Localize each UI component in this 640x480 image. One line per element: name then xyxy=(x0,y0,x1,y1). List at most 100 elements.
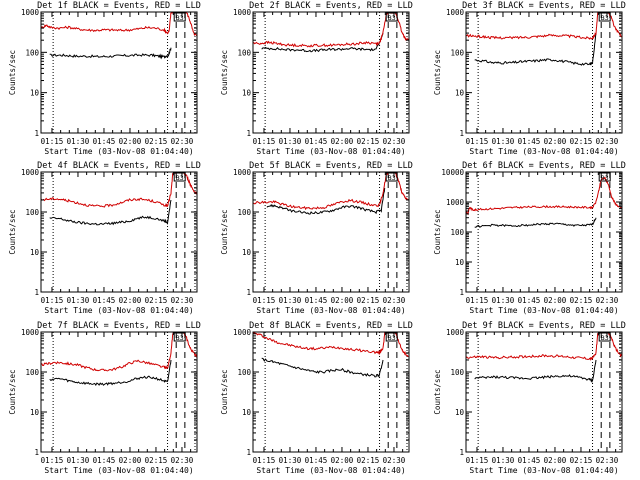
x-tick-label: 02:15 xyxy=(357,456,380,465)
b3-label: B3 xyxy=(176,334,184,342)
series-line-events xyxy=(474,217,597,228)
y-tick-label: 100 xyxy=(450,48,464,57)
x-tick-label: 01:45 xyxy=(518,137,541,146)
y-tick-label: 1000 xyxy=(21,8,40,17)
y-tick-label: 1000 xyxy=(446,328,465,337)
x-tick-label: 01:15 xyxy=(41,137,64,146)
x-tick-label: 01:45 xyxy=(93,137,116,146)
y-axis-label: Counts/sec xyxy=(220,50,229,95)
x-tick-label: 01:15 xyxy=(466,456,489,465)
series-line-lld xyxy=(252,12,410,48)
b3-box xyxy=(385,332,398,342)
y-tick-label: 1000 xyxy=(233,328,252,337)
plot-frame xyxy=(40,331,198,453)
chart-panel-6: Det 6f BLACK = Events, RED = LLD B3 1 10 100… xyxy=(433,161,626,315)
series-line-events xyxy=(266,187,386,215)
x-tick-label: 01:30 xyxy=(279,137,302,146)
y-tick-label: 1 xyxy=(34,448,39,457)
x-tick-label: 02:30 xyxy=(171,456,194,465)
x-tick-label: 02:00 xyxy=(331,137,354,146)
x-tick-label: 02:30 xyxy=(596,137,619,146)
y-axis-label: Counts/sec xyxy=(433,209,442,254)
chart-title: Det 5f BLACK = Events, RED = LLD xyxy=(249,161,413,171)
y-tick-label: 100 xyxy=(450,228,464,237)
y-axis-label: Counts/sec xyxy=(220,369,229,414)
plot-frame xyxy=(40,171,198,293)
y-tick-label: 10 xyxy=(455,89,465,98)
x-tick-label: 01:45 xyxy=(518,456,541,465)
x-tick-label: 02:00 xyxy=(544,456,567,465)
x-tick-label: 02:15 xyxy=(145,296,168,305)
x-tick-label: 01:30 xyxy=(67,296,90,305)
chart-panel-8: Det 8f BLACK = Events, RED = LLD B3 1 10 100… xyxy=(220,321,413,475)
x-tick-label: 01:30 xyxy=(279,296,302,305)
b3-label: B3 xyxy=(388,334,396,342)
x-tick-label: 01:45 xyxy=(305,296,328,305)
x-axis-label: Start Time (03-Nov-08 01:04:40) xyxy=(44,306,193,315)
x-tick-label: 01:30 xyxy=(492,456,515,465)
x-tick-label: 02:00 xyxy=(119,296,142,305)
y-tick-label: 1 xyxy=(246,129,251,138)
series-line-lld xyxy=(465,331,623,361)
y-tick-label: 10 xyxy=(242,89,252,98)
series-line-events xyxy=(474,359,597,384)
b3-label: B3 xyxy=(176,174,184,182)
x-axis-label: Start Time (03-Nov-08 01:04:40) xyxy=(44,147,193,156)
y-tick-label: 1000 xyxy=(446,198,465,207)
x-tick-label: 01:45 xyxy=(93,296,116,305)
x-tick-label: 02:00 xyxy=(331,296,354,305)
series-line-lld xyxy=(40,12,198,37)
x-tick-label: 01:30 xyxy=(492,296,515,305)
x-tick-label: 01:15 xyxy=(253,456,276,465)
b3-label: B3 xyxy=(388,174,396,182)
chart-panel-4: Det 4f BLACK = Events, RED = LLD B3 1 10 100… xyxy=(8,161,201,315)
x-axis-label: Start Time (03-Nov-08 01:04:40) xyxy=(44,466,193,475)
x-tick-label: 02:15 xyxy=(357,137,380,146)
x-tick-label: 02:15 xyxy=(145,456,168,465)
chart-title: Det 8f BLACK = Events, RED = LLD xyxy=(249,321,413,331)
plot-frame xyxy=(465,331,623,453)
series-line-events xyxy=(49,199,172,226)
chart-panel-2: Det 2f BLACK = Events, RED = LLD B3 1 10 100… xyxy=(220,1,413,156)
plot-frame xyxy=(252,171,410,293)
x-axis-label: Start Time (03-Nov-08 01:04:40) xyxy=(469,306,618,315)
x-tick-label: 02:00 xyxy=(119,137,142,146)
y-tick-label: 1000 xyxy=(446,8,465,17)
series-line-lld xyxy=(40,331,198,372)
series-line-events xyxy=(474,33,597,66)
b3-label: B3 xyxy=(601,334,609,342)
b3-box xyxy=(598,172,611,182)
x-tick-label: 02:00 xyxy=(331,456,354,465)
series-line-lld xyxy=(465,176,623,216)
y-tick-label: 100 xyxy=(25,48,39,57)
chart-title: Det 4f BLACK = Events, RED = LLD xyxy=(37,161,201,171)
y-tick-label: 1000 xyxy=(21,328,40,337)
x-axis-label: Start Time (03-Nov-08 01:04:40) xyxy=(469,147,618,156)
y-tick-label: 1000 xyxy=(233,168,252,177)
x-tick-label: 01:15 xyxy=(253,296,276,305)
y-tick-label: 10 xyxy=(242,408,252,417)
y-axis-label: Counts/sec xyxy=(433,369,442,414)
b3-box xyxy=(385,172,398,182)
series-line-lld xyxy=(252,331,410,357)
x-tick-label: 01:30 xyxy=(492,137,515,146)
x-tick-label: 01:30 xyxy=(67,456,90,465)
b3-box xyxy=(385,12,398,22)
x-tick-label: 02:30 xyxy=(596,296,619,305)
chart-panel-7: Det 7f BLACK = Events, RED = LLD B3 1 10 100… xyxy=(8,321,201,475)
b3-box xyxy=(173,172,186,182)
y-tick-label: 1 xyxy=(246,288,251,297)
b3-box xyxy=(173,332,186,342)
series-line-lld xyxy=(252,171,410,211)
b3-label: B3 xyxy=(176,14,184,22)
x-tick-label: 02:15 xyxy=(570,296,593,305)
y-tick-label: 1000 xyxy=(233,8,252,17)
x-tick-label: 02:30 xyxy=(383,296,406,305)
x-tick-label: 02:30 xyxy=(171,296,194,305)
y-axis-label: Counts/sec xyxy=(8,209,17,254)
b3-box xyxy=(173,12,186,22)
chart-panel-1: Det 1f BLACK = Events, RED = LLD B3 1 10 100… xyxy=(8,1,201,156)
y-tick-label: 100 xyxy=(237,208,251,217)
x-tick-label: 01:15 xyxy=(466,137,489,146)
